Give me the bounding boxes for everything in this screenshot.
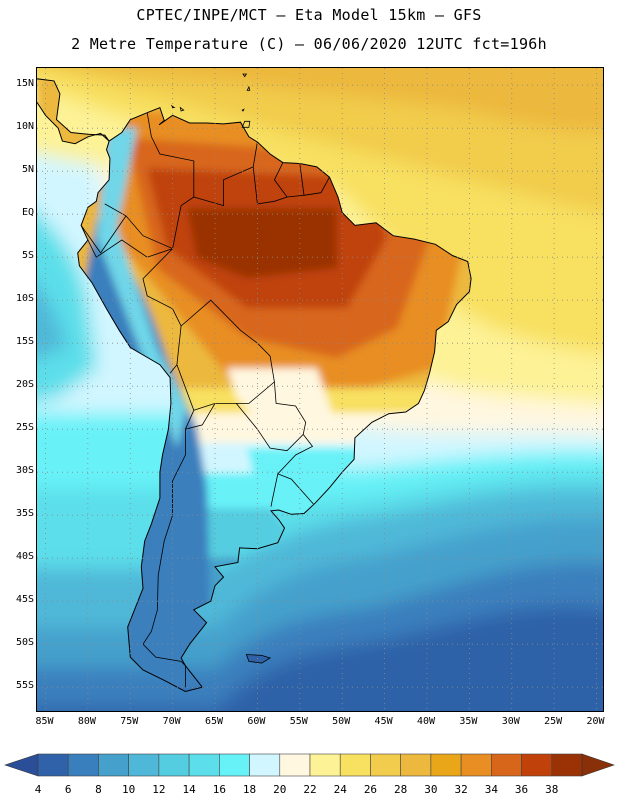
temperature-color-bar [4,753,615,777]
color-bar-swatch [98,753,129,777]
longitude-label: 50W [332,716,351,727]
color-bar-swatch [339,753,371,777]
map-title-line-1: CPTEC/INPE/MCT – Eta Model 15km – GFS [136,6,482,24]
latitude-label: 45S [15,594,34,606]
color-bar-value: 4 [34,783,42,796]
latitude-label: 10S [15,293,34,305]
color-bar-swatch [309,753,341,777]
latitude-label: 35S [15,508,34,520]
color-bar-swatch [67,753,99,777]
color-bar-value: 38 [545,783,559,796]
color-bar-swatch [551,753,583,777]
color-bar-value: 36 [514,783,529,796]
color-bar-value: 12 [152,783,166,796]
latitude-label: 10N [15,121,34,133]
color-bar-swatch [491,753,522,777]
longitude-label: 35W [459,716,478,727]
color-bar-value: 34 [484,783,498,796]
color-bar-swatch [158,753,190,777]
color-bar-swatch [279,753,311,777]
color-bar-value: 24 [333,783,347,796]
longitude-label: 45W [374,716,393,727]
longitude-label: 30W [501,716,520,727]
map-title-line-2: 2 Metre Temperature (C) – 06/06/2020 12U… [71,35,547,53]
country-borders [80,112,330,688]
caribbean-islands [170,73,251,128]
longitude-label: 55W [289,716,308,727]
latitude-label: 5S [21,250,34,262]
color-bar-value: 16 [212,783,226,796]
longitude-label: 40W [416,716,435,727]
color-bar-left-arrow [4,753,39,777]
map-frame [36,67,604,712]
color-bar-value: 26 [363,783,378,796]
latitude-label: 15N [15,78,34,90]
falkland-islands [245,654,272,664]
latitude-label: 30S [15,465,34,477]
color-bar-swatch [219,753,250,777]
color-bar-value: 32 [454,783,468,796]
latitude-label: 55S [15,680,34,692]
color-bar-swatch [370,753,401,777]
longitude-label: 65W [204,716,224,727]
color-bar-swatch [249,753,281,777]
color-bar-value: 18 [242,783,257,796]
temperature-map [37,68,603,711]
latitude-label: 40S [15,551,34,563]
color-bar-value: 8 [95,783,102,796]
color-bar-value: 6 [64,783,72,796]
longitude-label: 20W [586,716,605,727]
color-bar-swatch [37,753,69,777]
color-bar-swatch [188,753,220,777]
longitude-label: 85W [35,716,54,727]
color-bar-swatch [430,753,462,777]
color-bar-swatch [400,753,432,777]
longitude-label: 75W [120,716,139,727]
color-bar-swatch [460,753,492,777]
latitude-label: 25S [15,422,34,434]
latitude-label: 15S [15,336,34,348]
latitude-label: 20S [15,379,34,391]
longitude-label: 60W [247,716,266,727]
color-bar-value: 14 [182,783,196,796]
latitude-label: 5N [21,164,34,176]
color-bar-value: 22 [303,783,317,796]
color-bar-value: 10 [122,783,136,796]
latitude-label: EQ [21,207,34,219]
color-bar-value: 30 [424,783,438,796]
color-bar-swatch [521,753,553,777]
longitude-label: 70W [162,716,181,727]
color-bar-value: 28 [394,783,408,796]
color-bar-swatch [128,753,160,777]
latitude-label: 50S [15,637,34,649]
longitude-label: 80W [77,716,96,727]
longitude-label: 25W [544,716,563,727]
color-bar-right-arrow [581,753,615,777]
color-bar-value: 20 [273,783,287,796]
